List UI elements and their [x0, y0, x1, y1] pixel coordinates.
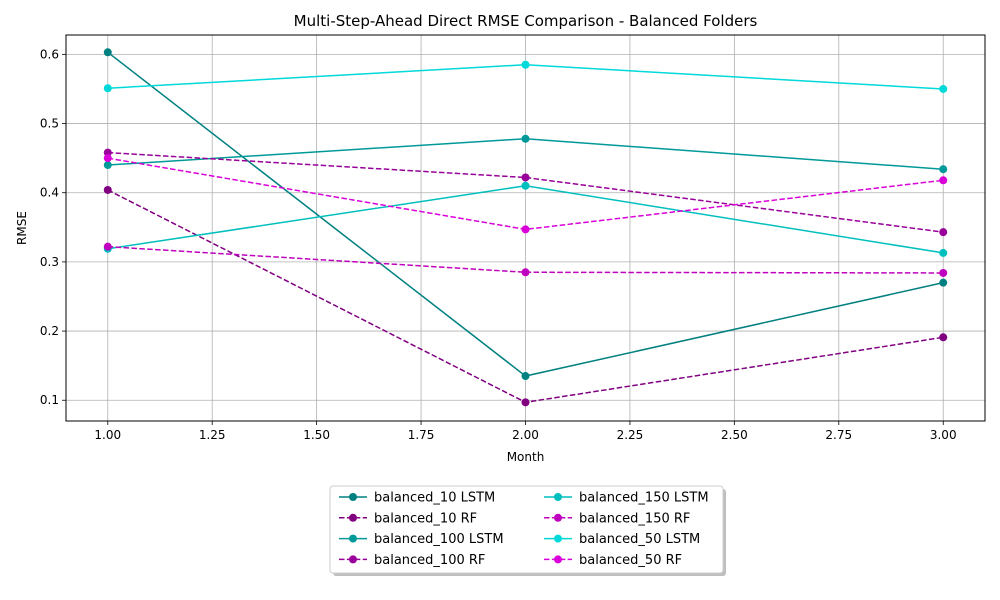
x-tick-label: 3.00	[930, 428, 957, 442]
legend-label-balanced-150-lstm: balanced_150 LSTM	[579, 491, 709, 506]
legend: balanced_10 LSTM balanced_10 RF balanced_1…	[329, 485, 726, 576]
y-tick-label: 0.2	[40, 324, 59, 338]
data-point-balanced-10-rf	[521, 398, 530, 407]
series-line-balanced-150-rf	[107, 245, 944, 274]
legend-label-balanced-100-lstm: balanced_100 LSTM	[374, 532, 504, 547]
data-point-balanced-10-lstm	[939, 278, 948, 287]
y-tick-label: 0.5	[40, 117, 59, 131]
legend-marker-balanced-10-rf	[349, 513, 357, 522]
legend-box	[329, 485, 724, 574]
x-tick-label: 1.00	[94, 428, 121, 442]
y-tick-label: 0.3	[40, 255, 59, 269]
legend-marker-balanced-100-lstm	[349, 534, 357, 543]
x-tick-label: 2.25	[617, 428, 644, 442]
legend-marker-balanced-50-lstm	[554, 534, 562, 543]
chart-title: Multi-Step-Ahead Direct RMSE Comparison …	[294, 12, 758, 30]
legend-marker-balanced-100-rf	[349, 555, 357, 564]
data-point-balanced-10-rf	[103, 185, 112, 194]
y-tick-label: 0.4	[40, 186, 59, 200]
legend-marker-balanced-150-rf	[554, 513, 562, 522]
legend-label-balanced-10-rf: balanced_10 RF	[374, 511, 477, 526]
x-tick-label: 2.00	[512, 428, 539, 442]
data-point-balanced-50-lstm	[521, 60, 530, 69]
data-point-balanced-50-lstm	[939, 84, 948, 93]
y-axis-ticks: 0.1 0.2 0.3 0.4 0.5 0.6	[40, 47, 66, 407]
legend-marker-balanced-150-lstm	[554, 493, 562, 501]
y-axis-label: RMSE	[15, 211, 29, 245]
legend-label-balanced-100-rf: balanced_100 RF	[374, 553, 485, 568]
x-tick-label: 1.25	[199, 428, 226, 442]
x-tick-label: 1.50	[303, 428, 330, 442]
x-axis-ticks: 1.00 1.25 1.50 1.75 2.00 2.25 2.50 2.75 3.00	[94, 421, 957, 442]
x-tick-label: 1.75	[408, 428, 435, 442]
x-axis-label: Month	[507, 450, 545, 464]
data-point-balanced-150-lstm	[521, 181, 530, 190]
data-point-balanced-10-lstm	[103, 48, 112, 57]
data-point-balanced-50-rf	[939, 176, 948, 185]
data-point-balanced-10-lstm	[521, 372, 530, 381]
data-point-balanced-50-rf	[521, 225, 530, 234]
data-point-balanced-150-rf	[939, 268, 948, 277]
legend-label-balanced-10-lstm: balanced_10 LSTM	[374, 491, 495, 506]
legend-label-balanced-150-rf: balanced_150 RF	[579, 511, 690, 526]
y-tick-label: 0.6	[40, 47, 59, 61]
data-point-balanced-100-rf	[103, 148, 112, 157]
data-point-balanced-100-rf	[939, 228, 948, 237]
data-point-balanced-100-rf	[521, 173, 530, 182]
data-point-balanced-50-lstm	[103, 84, 112, 93]
data-point-balanced-150-rf	[103, 242, 112, 251]
legend-label-balanced-50-lstm: balanced_50 LSTM	[579, 532, 700, 547]
legend-label-balanced-50-rf: balanced_50 RF	[579, 553, 682, 568]
data-point-balanced-100-lstm	[939, 165, 948, 174]
data-point-balanced-150-rf	[521, 268, 530, 277]
data-point-balanced-50-rf	[103, 154, 112, 163]
series-line-balanced-100-rf	[107, 151, 944, 233]
y-tick-label: 0.1	[40, 393, 59, 407]
data-point-balanced-100-lstm	[103, 161, 112, 170]
series-layer	[103, 48, 948, 407]
data-point-balanced-10-rf	[939, 333, 948, 342]
x-tick-label: 2.75	[825, 428, 852, 442]
data-point-balanced-100-lstm	[521, 134, 530, 143]
x-tick-label: 2.50	[721, 428, 748, 442]
legend-marker-balanced-50-rf	[554, 555, 562, 564]
data-point-balanced-150-lstm	[939, 248, 948, 257]
legend-marker-balanced-10-lstm	[349, 493, 357, 501]
